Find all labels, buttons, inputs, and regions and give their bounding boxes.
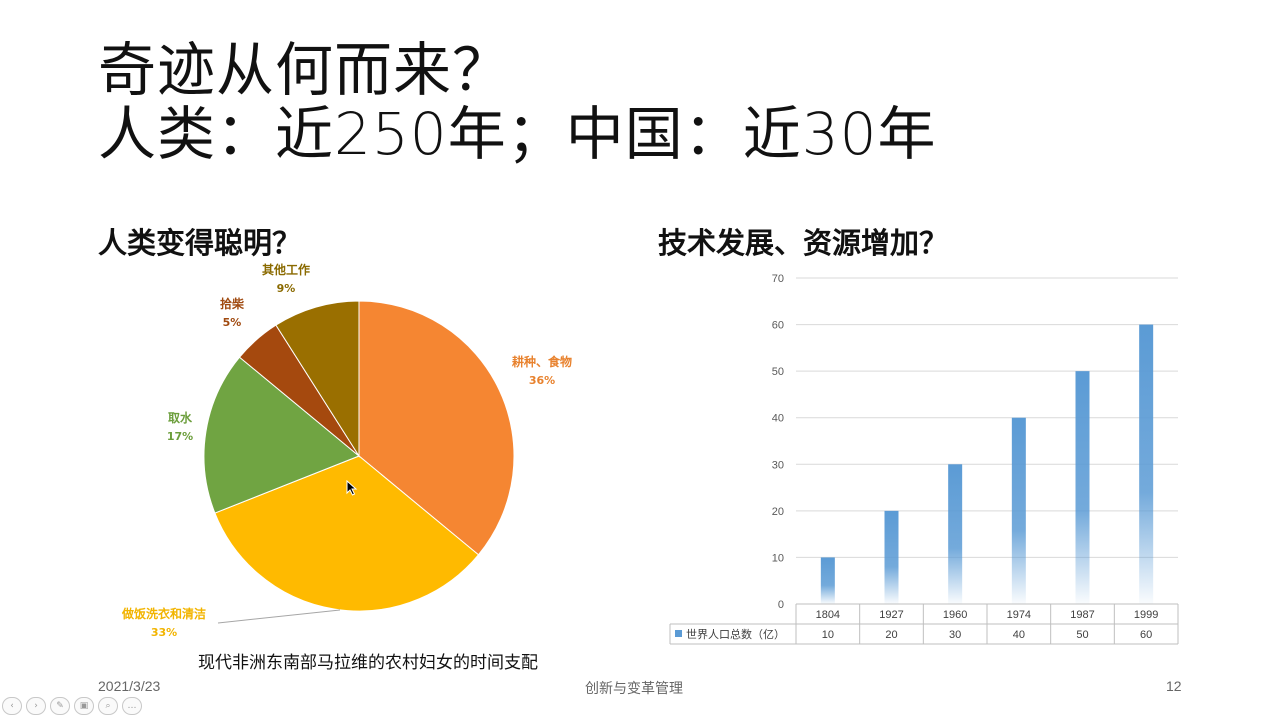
presentation-toolbar: ‹ › ✎ ▣ ⌕ …: [2, 697, 142, 715]
pie-caption: 现代非洲东南部马拉维的农村妇女的时间支配: [198, 653, 538, 673]
pie-slice: [214, 455, 480, 612]
y-tick-label: 10: [772, 552, 784, 564]
next-slide-button[interactable]: ›: [26, 697, 46, 715]
more-options-button[interactable]: …: [122, 697, 142, 715]
bar: [884, 510, 899, 604]
y-tick-label: 0: [778, 599, 784, 611]
pie-slice-percent: 33%: [151, 626, 177, 639]
mouse-cursor-icon: [346, 480, 358, 496]
bar: [820, 557, 835, 604]
x-category-label: 1999: [1134, 609, 1158, 621]
footer-title: 创新与变革管理: [585, 680, 683, 696]
table-value-cell: 20: [885, 629, 897, 641]
y-tick-label: 50: [772, 366, 784, 378]
bar: [1139, 324, 1154, 604]
bar: [1011, 417, 1026, 604]
pie-slice-label: 耕种、食物: [512, 354, 572, 369]
slide-title: 奇迹从何而来？ 人类：近250年；中国：近30年: [98, 38, 937, 166]
pie-section-heading: 人类变得聪明？: [98, 226, 302, 260]
table-value-cell: 10: [822, 629, 834, 641]
x-category-label: 1804: [816, 609, 840, 621]
table-value-cell: 30: [949, 629, 961, 641]
x-category-label: 1974: [1007, 609, 1031, 621]
title-line-1: 奇迹从何而来？: [98, 36, 512, 104]
pie-slice-percent: 9%: [277, 282, 296, 295]
zoom-button[interactable]: ⌕: [98, 697, 118, 715]
x-category-label: 1987: [1070, 609, 1094, 621]
table-value-cell: 60: [1140, 629, 1152, 641]
y-tick-label: 30: [772, 459, 784, 471]
slide-number: 12: [1166, 678, 1182, 694]
pie-slice: [358, 300, 515, 556]
pie-slice: [203, 356, 360, 514]
prev-slide-button[interactable]: ‹: [2, 697, 22, 715]
pie-slice-label: 做饭洗衣和清洁: [121, 606, 206, 621]
pie-slice-percent: 5%: [223, 316, 242, 329]
y-tick-label: 20: [772, 506, 784, 518]
x-category-label: 1960: [943, 609, 967, 621]
bar: [1075, 371, 1090, 604]
table-value-cell: 40: [1013, 629, 1025, 641]
world-population-bar-chart: 0 10 20 30 40 50 60 70 1804 10 1927 20 1960 30 1974 40 1…: [669, 273, 1179, 645]
pen-tool-button[interactable]: ✎: [50, 697, 70, 715]
bar: [948, 464, 963, 604]
pie-slice-label: 取水: [168, 410, 193, 425]
title-line-2: 人类：近250年；中国：近30年: [98, 100, 937, 168]
y-tick-label: 40: [772, 413, 784, 425]
x-category-label: 1927: [879, 609, 903, 621]
pie-leader-line: [217, 609, 341, 624]
pie-slice-percent: 36%: [529, 374, 555, 387]
table-value-cell: 50: [1076, 629, 1088, 641]
pie-slice-percent: 17%: [167, 430, 193, 443]
footer-date: 2021/3/23: [98, 678, 161, 694]
pie-slice-label: 其他工作: [262, 262, 310, 277]
slides-overview-button[interactable]: ▣: [74, 697, 94, 715]
legend-swatch: [675, 630, 682, 637]
y-tick-label: 60: [772, 320, 784, 332]
time-allocation-pie-chart: 耕种、食物 36% 做饭洗衣和清洁 33% 取水 17% 拾柴 5% 其他工作 9%: [121, 262, 572, 639]
pie-slice-label: 拾柴: [220, 296, 245, 311]
bar-section-heading: 技术发展、资源增加？: [658, 226, 949, 260]
y-tick-label: 70: [772, 273, 784, 285]
series-legend-label: 世界人口总数（亿）: [686, 627, 785, 641]
pie-slice: [275, 300, 360, 458]
